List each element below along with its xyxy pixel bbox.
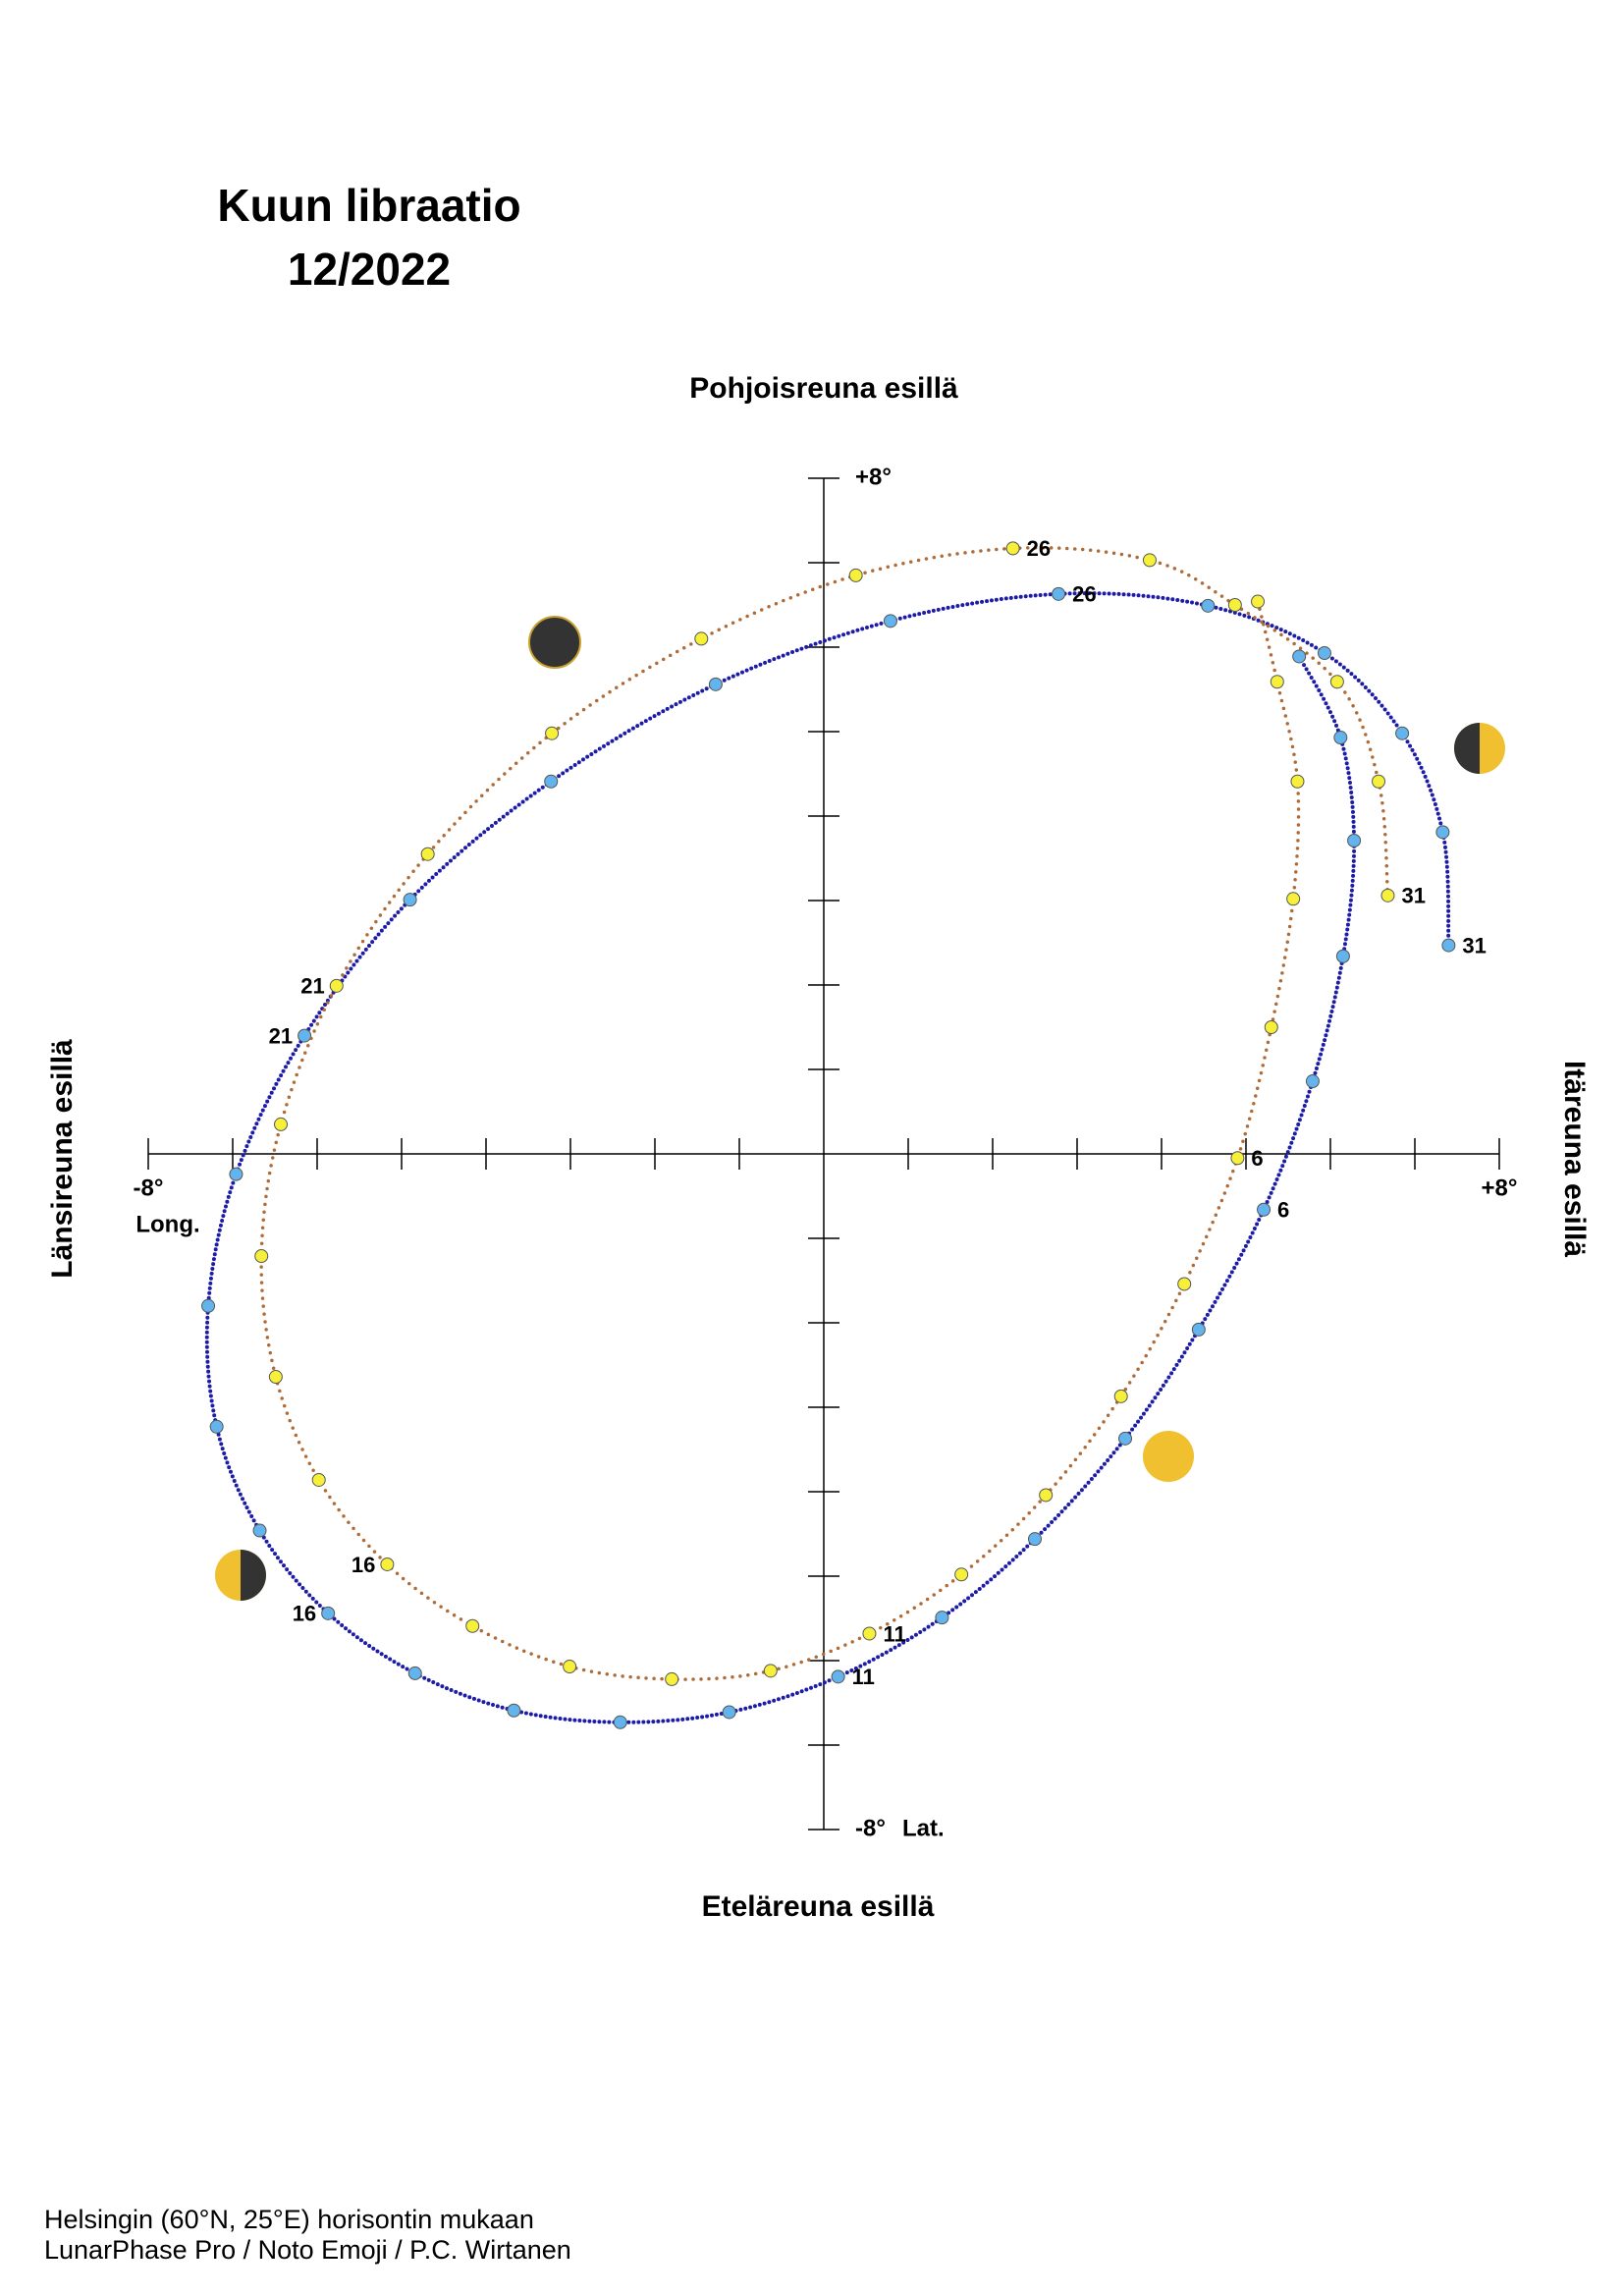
day-marker — [1435, 825, 1450, 840]
day-marker — [1227, 598, 1242, 612]
day-marker — [1317, 646, 1331, 661]
day-marker — [1264, 1020, 1278, 1034]
footer-line: LunarPhase Pro / Noto Emoji / P.C. Wirta… — [44, 2235, 571, 2265]
day-marker — [298, 1028, 312, 1043]
day-marker — [545, 726, 560, 740]
moon-phases — [215, 616, 1505, 1601]
chart-title: Kuun libraatio — [217, 180, 520, 231]
day-marker — [311, 1472, 326, 1487]
day-marker — [321, 1606, 336, 1620]
day-label: 26 — [1027, 536, 1051, 561]
day-marker — [1113, 1389, 1128, 1403]
day-marker — [201, 1298, 216, 1313]
day-marker — [407, 1666, 422, 1680]
right-label: Itäreuna esillä — [1558, 1061, 1591, 1257]
full-moon — [1143, 1431, 1194, 1482]
day-marker — [1305, 1074, 1320, 1089]
day-marker — [1039, 1488, 1054, 1503]
day-marker — [1251, 594, 1266, 609]
day-marker — [254, 1249, 269, 1264]
day-marker — [1292, 649, 1307, 664]
day-marker — [954, 1567, 969, 1582]
day-marker — [1395, 726, 1410, 740]
day-marker — [1286, 892, 1301, 906]
day-marker — [380, 1557, 395, 1571]
day-marker — [722, 1705, 736, 1720]
day-marker — [268, 1370, 283, 1385]
day-marker — [613, 1715, 627, 1729]
x-tick-label: -8° — [134, 1175, 164, 1201]
day-marker — [1230, 1151, 1245, 1166]
day-marker — [848, 568, 863, 582]
day-marker — [209, 1419, 224, 1434]
day-marker — [831, 1669, 845, 1684]
day-label: 6 — [1277, 1198, 1289, 1223]
y-axis-label: Lat. — [902, 1815, 945, 1841]
day-marker — [694, 631, 709, 646]
day-marker — [1201, 598, 1216, 613]
day-label: 31 — [1462, 933, 1486, 957]
left-label: Länsireuna esillä — [46, 1039, 79, 1279]
day-label: 31 — [1401, 884, 1425, 908]
day-marker — [862, 1626, 877, 1641]
day-marker — [229, 1167, 243, 1181]
day-marker — [420, 847, 435, 861]
last-quarter-shadow — [241, 1550, 266, 1601]
top-label: Pohjoisreuna esillä — [689, 372, 958, 405]
day-marker — [1270, 675, 1284, 689]
day-marker — [1372, 774, 1386, 789]
day-label: 21 — [300, 974, 324, 999]
footer-line: Helsingin (60°N, 25°E) horisontin mukaan — [44, 2205, 534, 2234]
day-marker — [329, 978, 344, 993]
day-marker — [1142, 553, 1157, 568]
day-label: 16 — [352, 1553, 375, 1577]
day-marker — [935, 1611, 949, 1625]
day-marker — [1005, 541, 1020, 556]
day-marker — [1347, 833, 1362, 847]
day-marker — [1191, 1322, 1206, 1337]
day-marker — [883, 614, 897, 629]
day-marker — [1028, 1532, 1042, 1547]
x-axis-label: Long. — [135, 1211, 199, 1237]
day-marker — [1335, 949, 1350, 963]
day-label: 21 — [269, 1023, 293, 1048]
day-label: 6 — [1251, 1146, 1263, 1171]
x-tick-label: +8° — [1482, 1175, 1518, 1201]
y-tick-label: +8° — [855, 464, 892, 490]
new-moon — [528, 616, 581, 669]
chart-subtitle: 12/2022 — [288, 244, 451, 295]
day-marker — [274, 1117, 289, 1131]
day-marker — [1333, 731, 1348, 745]
day-label: 11 — [852, 1665, 875, 1689]
day-marker — [1052, 586, 1066, 601]
day-marker — [465, 1618, 480, 1633]
y-tick-label: -8° — [855, 1815, 886, 1841]
libration-curve — [204, 591, 1451, 1724]
day-marker — [1441, 938, 1456, 953]
day-marker — [708, 677, 723, 691]
bottom-label: Eteläreuna esillä — [702, 1890, 935, 1923]
day-marker — [507, 1703, 521, 1718]
day-marker — [1290, 774, 1305, 789]
day-marker — [763, 1664, 778, 1678]
first-quarter-shadow — [1454, 723, 1480, 774]
day-marker — [403, 893, 417, 907]
day-marker — [563, 1660, 577, 1674]
day-marker — [1118, 1431, 1133, 1446]
day-label: 11 — [883, 1621, 905, 1646]
day-marker — [252, 1523, 267, 1538]
libration-curve — [259, 545, 1390, 1681]
day-label: 16 — [293, 1602, 316, 1626]
day-marker — [1257, 1202, 1271, 1217]
day-marker — [665, 1671, 679, 1686]
day-marker — [1380, 888, 1395, 902]
day-label: 26 — [1072, 582, 1096, 607]
day-marker — [1329, 675, 1344, 689]
day-marker — [544, 774, 559, 789]
day-marker — [1177, 1277, 1192, 1291]
